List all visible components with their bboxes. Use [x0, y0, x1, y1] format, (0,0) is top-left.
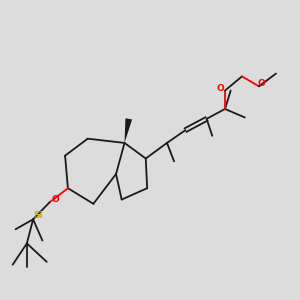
Text: O: O	[216, 84, 224, 93]
Polygon shape	[124, 118, 132, 143]
Text: O: O	[257, 79, 265, 88]
Text: Si: Si	[33, 212, 43, 220]
Text: O: O	[52, 195, 60, 204]
